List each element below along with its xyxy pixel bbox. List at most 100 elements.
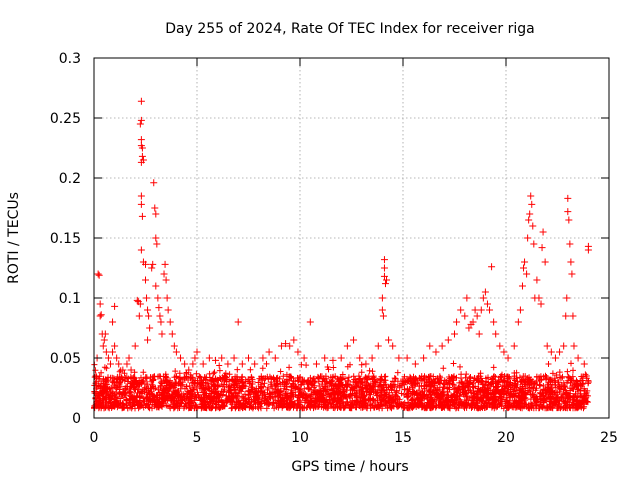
data-point <box>238 360 246 368</box>
data-point <box>306 318 314 326</box>
data-point <box>286 342 294 350</box>
data-point <box>193 348 201 356</box>
data-point <box>155 304 163 312</box>
data-point <box>420 354 428 362</box>
data-point <box>541 258 549 266</box>
data-point <box>181 360 189 368</box>
data-point <box>582 372 590 380</box>
data-point <box>337 354 345 362</box>
data-point <box>312 360 320 368</box>
data-point <box>137 192 145 200</box>
data-point <box>556 348 564 356</box>
data-point <box>453 318 461 326</box>
ticks <box>93 57 610 419</box>
data-point <box>389 342 397 350</box>
y-tick-label: 0.05 <box>50 351 81 367</box>
data-point <box>444 336 452 344</box>
data-point <box>529 222 537 230</box>
data-point <box>379 312 387 320</box>
data-point <box>483 300 491 308</box>
data-point <box>527 192 535 200</box>
data-point <box>212 356 220 364</box>
data-point <box>294 348 302 356</box>
x-tick-label: 5 <box>193 430 202 446</box>
data-point <box>524 234 532 242</box>
data-point <box>125 354 133 362</box>
data-point <box>99 342 107 350</box>
data-point <box>438 342 446 350</box>
data-point <box>135 312 143 320</box>
data-point <box>102 348 110 356</box>
data-point <box>137 158 145 166</box>
data-point <box>533 276 541 284</box>
y-tick-label: 0 <box>72 411 81 427</box>
data-point <box>148 264 156 272</box>
data-point <box>245 354 252 362</box>
data-point <box>560 342 568 350</box>
data-point <box>380 256 388 264</box>
data-point <box>510 342 518 350</box>
data-point <box>463 294 471 302</box>
data-point <box>137 97 145 105</box>
data-point <box>300 354 308 362</box>
data-point <box>518 282 526 290</box>
data-point <box>265 348 273 356</box>
y-tick-label: 0.15 <box>50 231 81 247</box>
data-point <box>539 228 547 236</box>
y-axis-label: ROTI / TECUs <box>6 192 22 284</box>
data-point <box>530 240 538 248</box>
data-point <box>189 360 197 368</box>
dense-points <box>91 360 592 412</box>
data-point <box>142 276 149 284</box>
data-point <box>271 354 279 362</box>
data-point <box>475 330 483 338</box>
data-point <box>123 360 131 368</box>
data-point <box>432 348 440 356</box>
data-point <box>473 312 481 320</box>
x-tick-label: 20 <box>497 430 515 446</box>
data-point <box>152 282 160 290</box>
dense-data-band <box>91 360 592 412</box>
data-point <box>496 342 504 350</box>
y-tick-labels: 0 0.05 0.1 0.15 0.2 0.25 0.3 <box>50 51 81 427</box>
data-point <box>321 354 329 362</box>
data-point <box>111 342 119 350</box>
data-point <box>168 330 176 338</box>
data-point <box>185 366 193 374</box>
data-point <box>152 234 160 242</box>
data-point <box>362 360 370 368</box>
x-tick-labels: 0 5 10 15 20 25 <box>90 430 618 446</box>
x-tick-label: 10 <box>291 430 309 446</box>
data-point <box>164 306 172 314</box>
data-point <box>277 342 285 350</box>
data-point <box>528 200 536 208</box>
data-point <box>136 120 144 128</box>
data-point <box>234 318 242 326</box>
data-point <box>170 342 178 350</box>
data-point <box>368 354 376 362</box>
data-point <box>100 336 108 344</box>
data-point <box>564 194 572 202</box>
data-point <box>486 306 494 314</box>
data-point <box>142 260 149 268</box>
data-point <box>282 340 290 348</box>
data-point <box>537 300 545 308</box>
data-point <box>523 270 531 278</box>
data-point <box>562 312 570 320</box>
data-point <box>136 300 144 308</box>
data-point <box>492 330 500 338</box>
data-point <box>166 318 174 326</box>
data-point <box>150 179 158 187</box>
data-point <box>101 330 109 338</box>
data-point <box>469 318 477 326</box>
data-point <box>566 240 574 248</box>
data-point <box>488 263 496 271</box>
data-point <box>381 280 389 288</box>
data-point <box>144 336 152 344</box>
data-point <box>94 270 102 278</box>
data-point <box>137 136 145 144</box>
data-point <box>383 276 391 284</box>
data-point <box>356 354 364 362</box>
data-point <box>481 288 489 296</box>
